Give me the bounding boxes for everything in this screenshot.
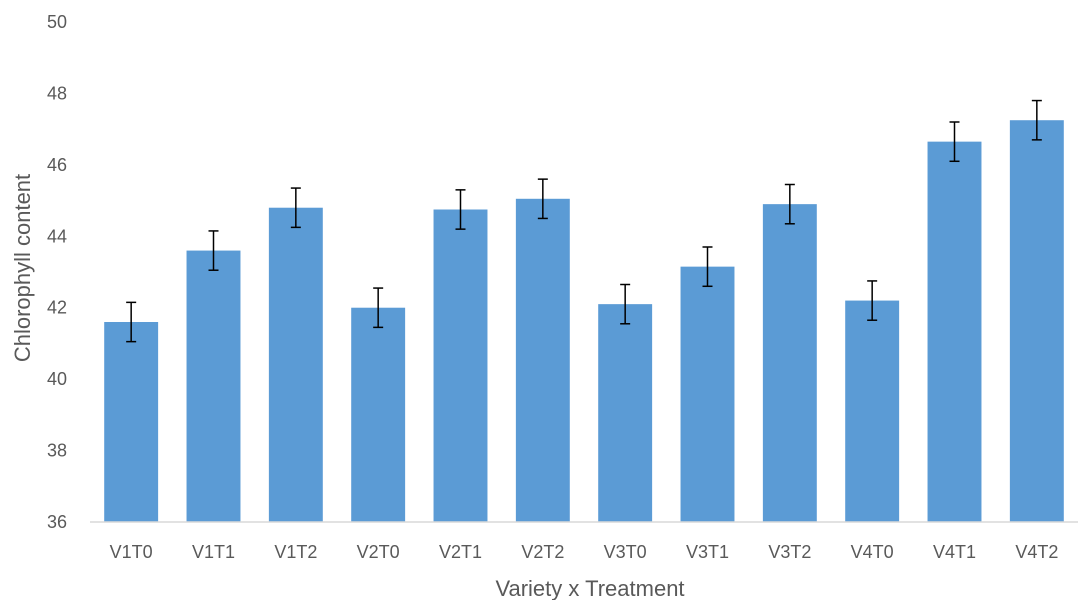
x-axis-ticks: V1T0 V1T1 V1T2 V2T0 V2T1 V2T2 V3T0 V3T1 V3T2 V4T0… <box>110 542 1059 562</box>
x-tick-label: V3T2 <box>768 542 811 562</box>
error-bar <box>373 287 384 329</box>
bar <box>598 304 653 522</box>
x-tick-label: V4T1 <box>933 542 976 562</box>
error-bar <box>290 187 301 229</box>
bar <box>845 300 900 522</box>
bar <box>351 307 406 522</box>
error-bar <box>949 121 960 163</box>
error-bar <box>784 183 795 225</box>
error-bar <box>126 301 137 343</box>
bar <box>186 250 241 523</box>
x-tick-label: V2T0 <box>357 542 400 562</box>
x-tick-label: V1T0 <box>110 542 153 562</box>
error-bars <box>126 99 1042 343</box>
error-bar <box>455 189 466 230</box>
x-tick-label: V4T2 <box>1015 542 1058 562</box>
x-tick-label: V1T1 <box>192 542 235 562</box>
y-tick-label: 46 <box>47 155 67 175</box>
error-bar <box>1031 99 1042 141</box>
error-bar <box>702 246 713 288</box>
x-axis-title: Variety x Treatment <box>495 576 684 600</box>
x-tick-label: V1T2 <box>274 542 317 562</box>
bar <box>268 207 323 522</box>
error-bar <box>208 230 219 271</box>
error-bar <box>537 178 548 220</box>
bar <box>515 198 570 523</box>
bars <box>104 120 1064 523</box>
y-tick-label: 48 <box>47 83 67 103</box>
y-axis-ticks: 36 38 40 42 44 46 48 50 <box>47 12 67 532</box>
y-tick-label: 50 <box>47 12 67 32</box>
x-tick-label: V4T0 <box>851 542 894 562</box>
y-tick-label: 44 <box>47 226 67 246</box>
y-tick-label: 42 <box>47 298 67 318</box>
bar <box>433 209 488 522</box>
y-tick-label: 40 <box>47 369 67 389</box>
bar <box>762 204 817 522</box>
bar <box>680 266 735 522</box>
bar <box>1009 120 1064 522</box>
error-bar <box>867 280 878 321</box>
y-axis-title: Chlorophyll content <box>10 174 35 362</box>
x-tick-label: V3T0 <box>604 542 647 562</box>
x-tick-label: V2T2 <box>521 542 564 562</box>
x-tick-label: V2T1 <box>439 542 482 562</box>
x-tick-label: V3T1 <box>686 542 729 562</box>
y-tick-label: 38 <box>47 441 67 461</box>
y-tick-label: 36 <box>47 512 67 532</box>
bar <box>927 141 982 522</box>
bar <box>104 322 159 522</box>
error-bar <box>620 283 631 325</box>
